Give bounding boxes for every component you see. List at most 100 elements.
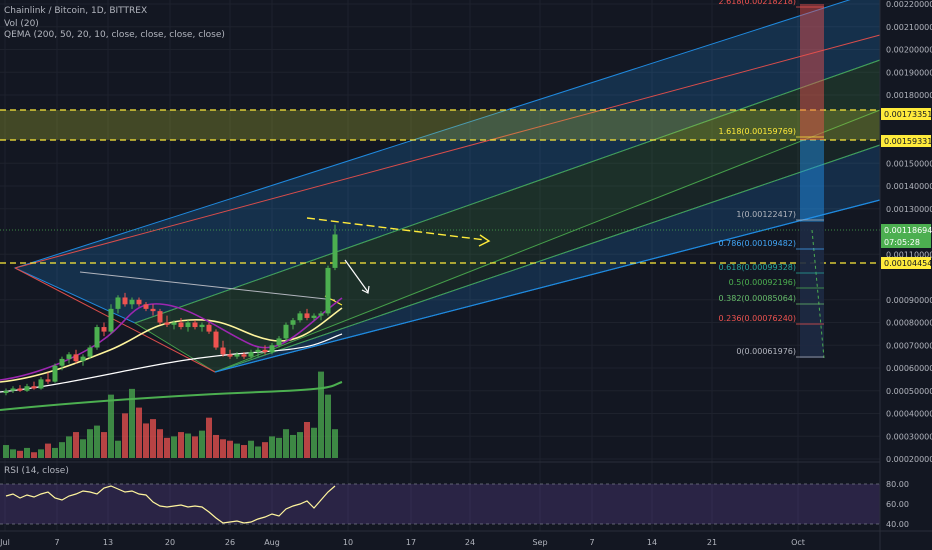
volume-bar (157, 429, 163, 458)
volume-bar (248, 440, 254, 458)
candle[interactable] (262, 349, 268, 353)
time-tick-label: Jul (0, 538, 10, 547)
candle[interactable] (17, 388, 23, 391)
volume-bar (297, 432, 303, 458)
volume-bar (185, 433, 191, 458)
candle[interactable] (59, 358, 65, 366)
price-badges: 0.00173351 0.00159331 0.00118694 07:05:28 0.… (881, 108, 932, 269)
candle[interactable] (290, 320, 296, 325)
candle[interactable] (52, 365, 58, 382)
price-tick-label: 0.00060000 (886, 364, 932, 373)
fib-channel[interactable] (13, 0, 881, 373)
candle[interactable] (38, 379, 44, 389)
candle[interactable] (66, 354, 72, 359)
candle[interactable] (248, 352, 254, 357)
volume-bar (129, 388, 135, 458)
candle[interactable] (325, 267, 331, 314)
volume-bar (311, 427, 317, 458)
time-tick-label: 7 (54, 538, 59, 547)
candle[interactable] (157, 311, 163, 323)
volume-bar (199, 430, 205, 458)
qema-50-line (0, 333, 343, 393)
trend-drawings[interactable] (79, 217, 491, 306)
candle[interactable] (255, 349, 261, 353)
volume-bar (325, 394, 331, 458)
volume-bar (269, 436, 275, 458)
volume-legend: Vol (20) (4, 19, 39, 29)
candle[interactable] (3, 390, 9, 394)
volume-bar (80, 439, 86, 458)
candle[interactable] (318, 313, 324, 316)
price-tick-label: 0.00110000 (886, 250, 932, 259)
time-axis[interactable]: Jul 7 13 20 26 Aug 10 17 24 Sep 7 14 21 Oct (0, 538, 805, 547)
volume-bar (255, 446, 261, 458)
candle[interactable] (185, 322, 191, 328)
fib-retracement-column[interactable] (800, 4, 825, 359)
volume-bar (227, 440, 233, 458)
candle[interactable] (269, 345, 275, 353)
time-tick-label: Oct (791, 538, 805, 547)
candle[interactable] (108, 308, 114, 332)
candle[interactable] (311, 315, 317, 318)
price-tick-label: 0.00130000 (886, 205, 932, 214)
candle[interactable] (45, 379, 51, 382)
candle[interactable] (241, 354, 247, 357)
price-tick-label: 0.00150000 (886, 159, 932, 168)
candlestick-series[interactable] (3, 224, 338, 396)
price-tick-label: 0.00050000 (886, 387, 932, 396)
fib-level-label: 0.786(0.00109482) (719, 239, 797, 248)
price-tick-label: 0.00220000 (886, 0, 932, 9)
channel-band-mid-lower (215, 110, 880, 372)
price-badge (881, 108, 931, 120)
candle[interactable] (143, 304, 149, 309)
resistance-zone[interactable] (0, 110, 880, 140)
price-badge (881, 224, 931, 236)
candle[interactable] (80, 356, 86, 362)
candle[interactable] (73, 354, 79, 362)
candle[interactable] (332, 234, 338, 268)
volume-bar (206, 417, 212, 458)
candle[interactable] (171, 322, 177, 325)
price-tick-label: 0.00140000 (886, 182, 932, 191)
price-badge-label: 0.00118694 (884, 226, 932, 235)
price-tick-label: 0.00030000 (886, 432, 932, 441)
candle[interactable] (304, 313, 310, 318)
volume-bar (178, 432, 184, 458)
candle[interactable] (164, 322, 170, 325)
price-tick-label: 0.00070000 (886, 341, 932, 350)
time-tick-label: 10 (343, 538, 353, 547)
candle[interactable] (297, 313, 303, 321)
candle[interactable] (276, 338, 282, 346)
candle[interactable] (136, 299, 142, 305)
price-axis[interactable]: 0.00220000 0.00210000 0.00200000 0.00190000… (886, 0, 932, 464)
fib-level-label: 0.618(0.00099328) (719, 263, 797, 272)
volume-bar (304, 422, 310, 458)
candle[interactable] (10, 388, 16, 391)
candle[interactable] (31, 386, 37, 389)
time-tick-label: 17 (406, 538, 416, 547)
candle[interactable] (206, 324, 212, 332)
candle[interactable] (115, 297, 121, 309)
volume-bar (52, 447, 58, 458)
rsi-tick-label: 80.00 (886, 480, 909, 489)
candle[interactable] (213, 331, 219, 348)
candle[interactable] (101, 327, 107, 332)
fib-level-label: 1.618(0.00159769) (719, 127, 797, 136)
candle[interactable] (150, 308, 156, 312)
volume-bars (3, 371, 338, 458)
candle[interactable] (192, 322, 198, 328)
volume-bar (59, 442, 65, 458)
candle[interactable] (24, 386, 30, 391)
time-tick-label: 13 (103, 538, 113, 547)
candle[interactable] (87, 347, 93, 357)
candle[interactable] (94, 327, 100, 348)
candle[interactable] (283, 324, 289, 339)
candle[interactable] (227, 354, 233, 357)
candle[interactable] (178, 322, 184, 328)
candle[interactable] (199, 324, 205, 328)
candle[interactable] (122, 297, 128, 305)
candle[interactable] (129, 299, 135, 305)
candle[interactable] (220, 347, 226, 355)
candle[interactable] (234, 354, 240, 357)
